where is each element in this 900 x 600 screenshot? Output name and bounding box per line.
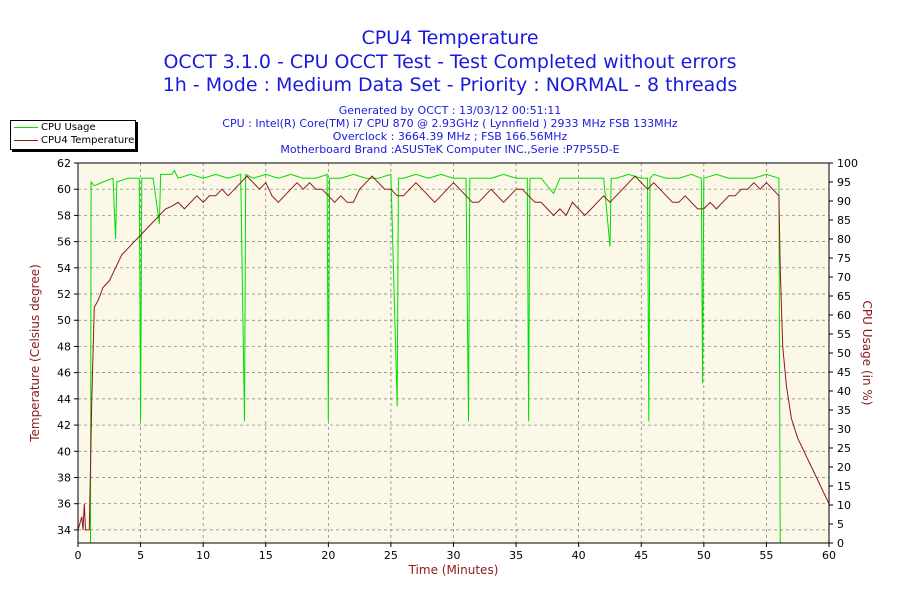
y-left-tick-label: 38 [57, 471, 71, 484]
legend-swatch-temperature [14, 140, 38, 141]
x-tick-label: 20 [321, 549, 335, 562]
y-left-tick-label: 40 [57, 445, 71, 458]
y-left-tick-label: 48 [57, 340, 71, 353]
info-cpu: CPU : Intel(R) Core(TM) i7 CPU 870 @ 2.9… [222, 117, 678, 130]
y-right-tick-label: 35 [837, 404, 851, 417]
y-right-tick-label: 90 [837, 195, 851, 208]
y-right-tick-label: 0 [837, 537, 844, 550]
y-left-tick-label: 58 [57, 209, 71, 222]
x-tick-label: 40 [572, 549, 586, 562]
y-left-tick-label: 56 [57, 236, 71, 249]
y-right-tick-label: 45 [837, 366, 851, 379]
y-left-tick-label: 34 [57, 524, 71, 537]
x-axis-label: Time (Minutes) [408, 563, 499, 577]
x-tick-label: 0 [75, 549, 82, 562]
y-left-tick-label: 44 [57, 393, 71, 406]
y-axis-left-label: Temperature (Celsius degree) [28, 264, 42, 443]
x-tick-label: 5 [137, 549, 144, 562]
legend-item-temperature: CPU4 Temperature [11, 134, 135, 147]
y-right-tick-label: 70 [837, 271, 851, 284]
legend-swatch-usage [14, 127, 38, 128]
legend: CPU Usage CPU4 Temperature [10, 120, 136, 150]
y-right-tick-label: 95 [837, 176, 851, 189]
y-right-tick-label: 85 [837, 214, 851, 227]
y-right-tick-label: 25 [837, 442, 851, 455]
x-tick-label: 25 [384, 549, 398, 562]
legend-label-temperature: CPU4 Temperature [41, 135, 135, 146]
y-right-tick-label: 15 [837, 480, 851, 493]
y-right-tick-label: 10 [837, 499, 851, 512]
y-right-tick-label: 5 [837, 518, 844, 531]
x-tick-label: 10 [196, 549, 210, 562]
x-tick-label: 60 [822, 549, 836, 562]
x-tick-label: 55 [759, 549, 773, 562]
y-left-tick-label: 54 [57, 262, 71, 275]
x-tick-label: 50 [697, 549, 711, 562]
y-axis-right-label: CPU Usage (in %) [860, 301, 874, 406]
series-line-cpu-usage [78, 169, 829, 544]
y-right-tick-label: 65 [837, 290, 851, 303]
y-left-tick-label: 36 [57, 498, 71, 511]
y-left-tick-label: 52 [57, 288, 71, 301]
y-right-tick-label: 80 [837, 233, 851, 246]
y-right-tick-label: 50 [837, 347, 851, 360]
y-right-tick-label: 100 [837, 157, 858, 170]
series-line-temperature [77, 175, 830, 531]
y-right-tick-label: 30 [837, 423, 851, 436]
y-right-tick-label: 55 [837, 328, 851, 341]
y-left-tick-label: 62 [57, 157, 71, 170]
y-right-tick-label: 75 [837, 252, 851, 265]
series-group [77, 169, 830, 544]
x-tick-label: 35 [509, 549, 523, 562]
y-right-tick-label: 20 [837, 461, 851, 474]
y-right-tick-label: 40 [837, 385, 851, 398]
y-left-tick-label: 60 [57, 183, 71, 196]
chart-title: CPU4 Temperature [361, 27, 539, 49]
y-left-tick-label: 46 [57, 367, 71, 380]
x-tick-label: 30 [447, 549, 461, 562]
info-overclock: Overclock : 3664.39 MHz ; FSB 166.56MHz [332, 130, 568, 143]
info-motherboard: Motherboard Brand :ASUSTeK Computer INC.… [280, 143, 620, 156]
tick-group: 0 5 10 15 20 25 30 35 40 45 50 55 603436384042444648… [57, 157, 858, 562]
x-tick-label: 15 [259, 549, 273, 562]
legend-item-usage: CPU Usage [11, 121, 135, 134]
y-left-tick-label: 50 [57, 314, 71, 327]
chart-subtitle-test: OCCT 3.1.0 - CPU OCCT Test - Test Comple… [163, 51, 737, 73]
y-left-tick-label: 42 [57, 419, 71, 432]
x-tick-label: 45 [634, 549, 648, 562]
chart-subtitle-mode: 1h - Mode : Medium Data Set - Priority :… [162, 74, 738, 96]
legend-label-usage: CPU Usage [41, 122, 96, 133]
info-generated: Generated by OCCT : 13/03/12 00:51:11 [338, 104, 562, 117]
y-right-tick-label: 60 [837, 309, 851, 322]
